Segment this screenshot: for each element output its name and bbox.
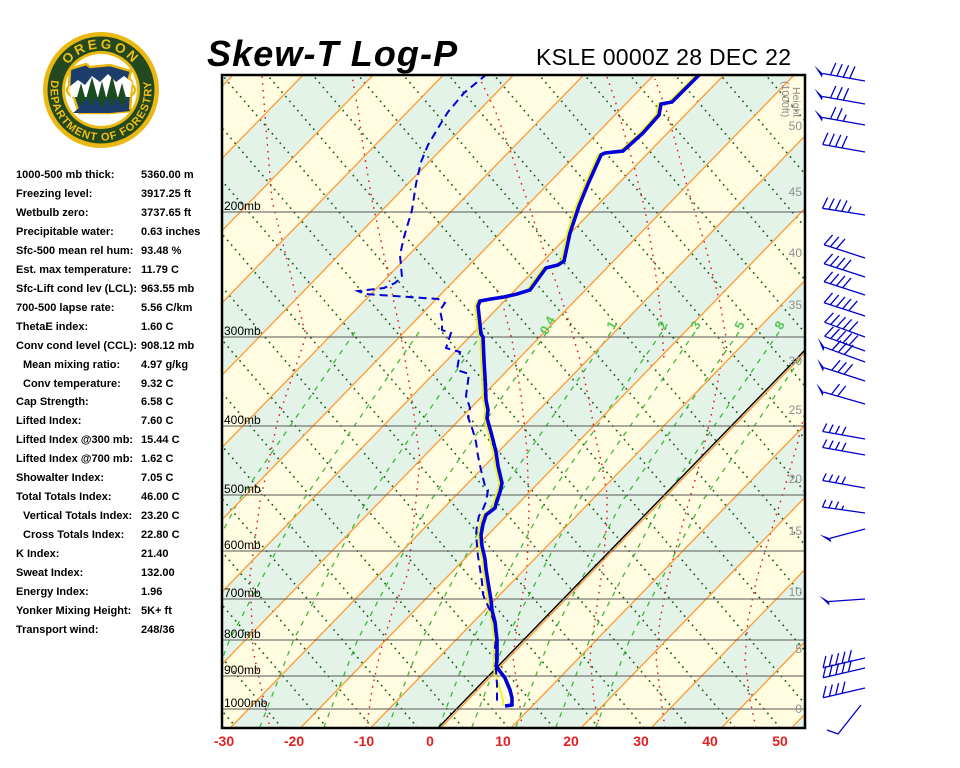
svg-text:300mb: 300mb [224,324,261,338]
svg-text:50: 50 [789,119,803,133]
svg-text:20: 20 [563,733,579,749]
svg-text:40: 40 [702,733,718,749]
svg-text:5: 5 [795,642,802,656]
svg-text:30: 30 [789,354,803,368]
svg-text:45: 45 [789,185,803,199]
svg-text:10: 10 [495,733,511,749]
svg-text:50: 50 [772,733,788,749]
svg-text:(1000ft): (1000ft) [779,81,791,117]
svg-text:20: 20 [789,472,803,486]
svg-text:800mb: 800mb [224,627,261,641]
svg-text:-10: -10 [354,733,374,749]
svg-text:500mb: 500mb [224,482,261,496]
svg-text:10: 10 [789,585,803,599]
svg-text:0: 0 [426,733,434,749]
svg-text:40: 40 [789,246,803,260]
svg-text:Height: Height [790,87,802,117]
svg-text:-30: -30 [214,733,234,749]
svg-text:30: 30 [633,733,649,749]
svg-text:0: 0 [795,702,802,716]
svg-text:600mb: 600mb [224,538,261,552]
svg-text:700mb: 700mb [224,586,261,600]
svg-text:400mb: 400mb [224,413,261,427]
svg-text:1000mb: 1000mb [224,696,268,710]
svg-text:200mb: 200mb [224,199,261,213]
svg-text:35: 35 [789,298,803,312]
svg-text:15: 15 [789,524,803,538]
svg-text:-20: -20 [284,733,304,749]
svg-text:900mb: 900mb [224,663,261,677]
svg-text:25: 25 [789,403,803,417]
